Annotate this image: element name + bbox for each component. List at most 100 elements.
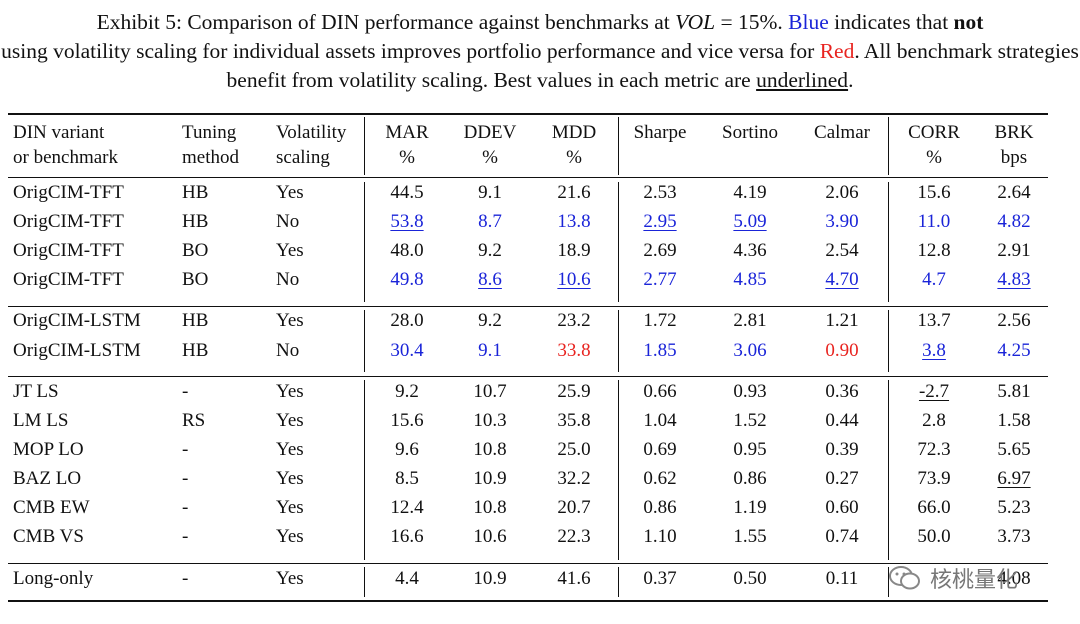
table-cell-sharpe: 2.53 xyxy=(643,182,677,203)
table-cell-brk: 4.08 xyxy=(997,568,1031,589)
wechat-icon xyxy=(889,566,920,590)
table-cell-calmar: 0.74 xyxy=(825,526,859,547)
column-header-ddev: % xyxy=(482,147,498,168)
table-cell-mdd: 18.9 xyxy=(557,240,591,261)
table-cell-mdd: 33.8 xyxy=(557,340,591,361)
table-cell-corr: 15.6 xyxy=(917,182,951,203)
table-cell-tuning: - xyxy=(182,497,189,518)
table-cell-ddev: 10.9 xyxy=(473,568,507,589)
table-cell-sharpe: 2.95 xyxy=(643,211,677,232)
table-cell-corr: 73.9 xyxy=(917,468,951,489)
table-rule xyxy=(8,563,1048,564)
table-cell-sortino: 5.09 xyxy=(733,211,767,232)
table-cell-mdd: 25.0 xyxy=(557,439,591,460)
column-separator xyxy=(888,182,890,302)
table-cell-mar: 30.4 xyxy=(390,340,424,361)
table-cell-sharpe: 2.69 xyxy=(643,240,677,261)
table-cell-calmar: 0.90 xyxy=(825,340,859,361)
table-cell-vol: Yes xyxy=(276,381,304,402)
table-cell-mdd: 25.9 xyxy=(557,381,591,402)
table-cell-variant: OrigCIM-TFT xyxy=(13,211,124,232)
table-cell-sharpe: 0.69 xyxy=(643,439,677,460)
table-cell-ddev: 9.1 xyxy=(478,340,502,361)
table-cell-sortino: 4.19 xyxy=(733,182,767,203)
table-cell-sortino: 4.85 xyxy=(733,269,767,290)
column-header-tuning: method xyxy=(182,147,239,168)
table-cell-calmar: 4.70 xyxy=(825,269,859,290)
table-rule xyxy=(8,376,1048,377)
table-cell-corr: 3.8 xyxy=(922,340,946,361)
column-header-variant: DIN variant xyxy=(13,122,105,143)
table-cell-ddev: 10.7 xyxy=(473,381,507,402)
column-header-mar: % xyxy=(399,147,415,168)
column-separator xyxy=(888,567,890,597)
table-cell-tuning: - xyxy=(182,568,189,589)
table-cell-variant: BAZ LO xyxy=(13,468,82,489)
table-cell-tuning: - xyxy=(182,526,189,547)
table-rule xyxy=(8,600,1048,602)
table-cell-corr: 2.8 xyxy=(922,410,946,431)
table-cell-mdd: 35.8 xyxy=(557,410,591,431)
table-cell-mdd: 41.6 xyxy=(557,568,591,589)
table-cell-variant: OrigCIM-TFT xyxy=(13,240,124,261)
column-separator xyxy=(618,117,620,175)
table-cell-brk: 2.91 xyxy=(997,240,1031,261)
table-cell-tuning: - xyxy=(182,468,189,489)
table-cell-mar: 8.5 xyxy=(395,468,419,489)
table-cell-brk: 5.65 xyxy=(997,439,1031,460)
table-cell-ddev: 10.9 xyxy=(473,468,507,489)
table-cell-tuning: BO xyxy=(182,269,209,290)
table-rule xyxy=(8,306,1048,307)
column-header-ddev: DDEV xyxy=(463,122,517,143)
table-cell-corr: 66.0 xyxy=(917,497,951,518)
table-cell-mar: 48.0 xyxy=(390,240,424,261)
table-cell-variant: CMB VS xyxy=(13,526,84,547)
table-caption: Exhibit 5: Comparison of DIN performance… xyxy=(1,10,1079,92)
table-cell-brk: 5.81 xyxy=(997,381,1031,402)
column-separator xyxy=(364,117,366,175)
table-cell-sharpe: 1.85 xyxy=(643,340,677,361)
table-cell-vol: No xyxy=(276,269,300,290)
table-cell-ddev: 10.8 xyxy=(473,497,507,518)
column-header-vol: Volatility xyxy=(276,122,347,143)
table-cell-calmar: 0.36 xyxy=(825,381,859,402)
column-header-sortino: Sortino xyxy=(722,122,778,143)
table-cell-sharpe: 1.10 xyxy=(643,526,677,547)
table-cell-sortino: 0.95 xyxy=(733,439,767,460)
table-cell-calmar: 0.11 xyxy=(825,568,859,589)
table-cell-mar: 4.4 xyxy=(395,568,419,589)
column-header-sharpe: Sharpe xyxy=(633,122,687,143)
table-cell-vol: Yes xyxy=(276,182,304,203)
table-cell-sharpe: 2.77 xyxy=(643,269,677,290)
table-cell-calmar: 3.90 xyxy=(825,211,859,232)
column-separator xyxy=(364,380,366,560)
table-rule xyxy=(8,177,1048,178)
table-cell-mdd: 20.7 xyxy=(557,497,591,518)
table-cell-mar: 15.6 xyxy=(390,410,424,431)
column-header-calmar: Calmar xyxy=(814,122,870,143)
column-separator xyxy=(888,310,890,372)
table-cell-ddev: 9.1 xyxy=(478,182,502,203)
table-cell-tuning: BO xyxy=(182,240,209,261)
table-cell-calmar: 0.60 xyxy=(825,497,859,518)
table-cell-variant: OrigCIM-TFT xyxy=(13,269,124,290)
table-cell-mar: 16.6 xyxy=(390,526,424,547)
column-separator xyxy=(364,567,366,597)
table-cell-ddev: 9.2 xyxy=(478,310,502,331)
table-cell-corr: 12.8 xyxy=(917,240,951,261)
table-cell-corr: 4.7 xyxy=(922,269,946,290)
table-cell-ddev: 8.6 xyxy=(478,269,502,290)
column-header-mar: MAR xyxy=(385,122,429,143)
table-cell-brk: 6.97 xyxy=(997,468,1031,489)
table-cell-vol: Yes xyxy=(276,468,304,489)
table-cell-corr: 11.0 xyxy=(917,211,951,232)
table-cell-mdd: 32.2 xyxy=(557,468,591,489)
column-header-vol: scaling xyxy=(276,147,330,168)
table-cell-variant: JT LS xyxy=(13,381,59,402)
table-cell-variant: OrigCIM-LSTM xyxy=(13,310,141,331)
column-header-mdd: % xyxy=(566,147,582,168)
column-separator xyxy=(364,182,366,302)
table-cell-brk: 3.73 xyxy=(997,526,1031,547)
table-cell-vol: Yes xyxy=(276,497,304,518)
table-cell-calmar: 0.39 xyxy=(825,439,859,460)
